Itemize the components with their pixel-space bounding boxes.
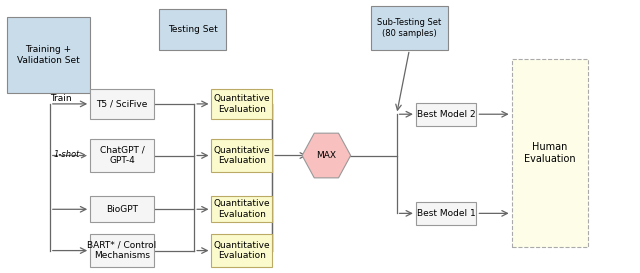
Text: Best Model 2: Best Model 2	[417, 109, 476, 118]
FancyBboxPatch shape	[90, 196, 154, 222]
Text: Quantitative
Evaluation: Quantitative Evaluation	[214, 241, 270, 260]
Text: Sub-Testing Set
(80 samples): Sub-Testing Set (80 samples)	[378, 18, 442, 38]
Text: Training +
Validation Set: Training + Validation Set	[17, 45, 80, 65]
FancyBboxPatch shape	[511, 59, 588, 247]
FancyBboxPatch shape	[159, 9, 226, 50]
FancyBboxPatch shape	[90, 234, 154, 267]
FancyBboxPatch shape	[371, 6, 448, 50]
Text: Human
Evaluation: Human Evaluation	[524, 142, 576, 164]
FancyBboxPatch shape	[211, 196, 272, 222]
FancyBboxPatch shape	[7, 17, 90, 93]
Text: Train: Train	[50, 94, 72, 103]
Text: T5 / SciFive: T5 / SciFive	[97, 99, 148, 108]
FancyBboxPatch shape	[90, 139, 154, 172]
FancyBboxPatch shape	[416, 103, 476, 126]
FancyBboxPatch shape	[211, 234, 272, 267]
Text: Quantitative
Evaluation: Quantitative Evaluation	[214, 94, 270, 114]
Text: BART* / Control
Mechanisms: BART* / Control Mechanisms	[88, 241, 157, 260]
Text: BioGPT: BioGPT	[106, 205, 138, 214]
Text: Testing Set: Testing Set	[168, 25, 218, 34]
FancyBboxPatch shape	[90, 89, 154, 119]
Text: Quantitative
Evaluation: Quantitative Evaluation	[214, 200, 270, 219]
Text: 1-shot: 1-shot	[54, 150, 80, 159]
Text: MAX: MAX	[316, 151, 337, 160]
FancyBboxPatch shape	[416, 202, 476, 225]
Text: Best Model 1: Best Model 1	[417, 209, 476, 218]
FancyBboxPatch shape	[211, 89, 272, 119]
Text: ChatGPT /
GPT-4: ChatGPT / GPT-4	[100, 146, 145, 165]
Polygon shape	[302, 133, 351, 178]
Text: Quantitative
Evaluation: Quantitative Evaluation	[214, 146, 270, 165]
FancyBboxPatch shape	[211, 139, 272, 172]
